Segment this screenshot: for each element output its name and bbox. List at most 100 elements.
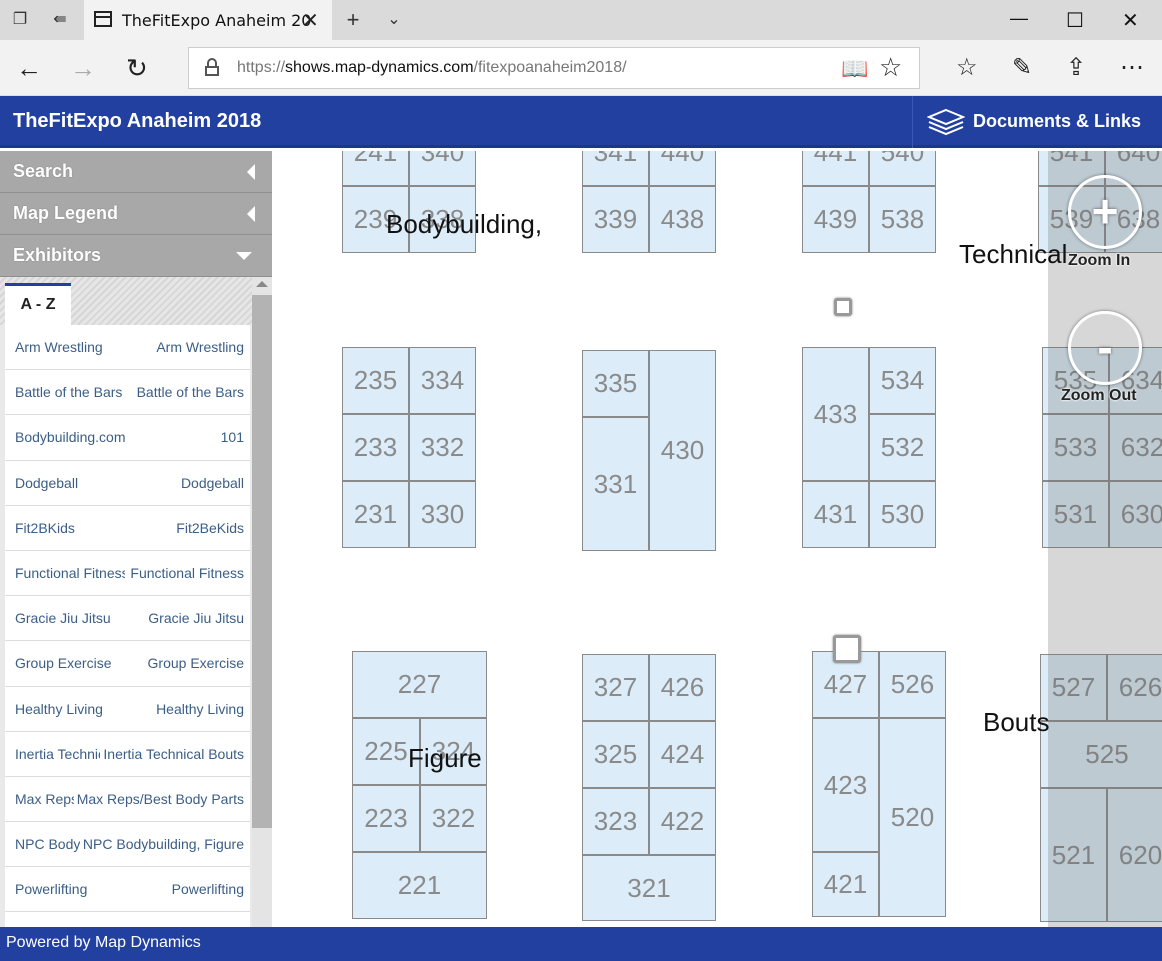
booth-223[interactable]: 223 (352, 785, 420, 852)
exhibitor-name[interactable]: Functional Fitness (15, 564, 125, 581)
share-icon[interactable]: ⇪ (1066, 54, 1087, 81)
booth-231[interactable]: 231 (342, 481, 409, 548)
map-marker[interactable] (833, 635, 861, 663)
zoom-out-button[interactable]: - (1068, 311, 1142, 385)
map-legend-panel-header[interactable]: Map Legend (0, 193, 272, 235)
scrollbar-thumb[interactable] (252, 295, 272, 828)
booth-421[interactable]: 421 (812, 852, 879, 917)
exhibitor-location[interactable]: 101 (217, 429, 244, 446)
exhibitor-list-item[interactable]: Fit2BKids Fit2BeKids (5, 505, 250, 551)
booth-520[interactable]: 520 (879, 718, 946, 917)
booth-431[interactable]: 431 (802, 481, 869, 548)
exhibitor-list-item[interactable]: Powerlifting Powerlifting (5, 867, 250, 913)
booth-227[interactable]: 227 (352, 651, 487, 718)
exhibitor-list-item[interactable]: Bodybuilding.com 101 (5, 415, 250, 461)
booth-334[interactable]: 334 (409, 347, 476, 414)
booth-233[interactable]: 233 (342, 414, 409, 481)
exhibitor-name[interactable]: Group Exercise (15, 655, 112, 672)
booth-430[interactable]: 430 (649, 350, 716, 551)
booth-626[interactable]: 626 (1107, 654, 1162, 721)
booth-433[interactable]: 433 (802, 347, 869, 481)
booth-540[interactable]: 540 (869, 151, 936, 186)
exhibitor-location[interactable]: Group Exercise (144, 655, 244, 672)
exhibitor-list-item[interactable]: Arm Wrestling Arm Wrestling (5, 325, 250, 371)
booth-323[interactable]: 323 (582, 788, 649, 855)
back-icon[interactable]: ← (16, 53, 42, 83)
booth-324[interactable]: 324 (420, 718, 487, 785)
booth-339[interactable]: 339 (582, 186, 649, 253)
booth-632[interactable]: 632 (1109, 414, 1162, 481)
exhibitor-list-item[interactable]: Battle of the Bars Battle of the Bars (5, 370, 250, 416)
booth-331[interactable]: 331 (582, 417, 649, 551)
booth-620[interactable]: 620 (1107, 788, 1162, 922)
booth-630[interactable]: 630 (1109, 481, 1162, 548)
booth-327[interactable]: 327 (582, 654, 649, 721)
booth-426[interactable]: 426 (649, 654, 716, 721)
scroll-up-icon[interactable] (256, 281, 268, 287)
exhibitor-list-item[interactable]: Functional Fitness Functional Fitness (5, 550, 250, 597)
booth-534[interactable]: 534 (869, 347, 936, 414)
address-bar[interactable]: https://shows.map-dynamics.com/fitexpoan… (188, 47, 920, 89)
search-panel-header[interactable]: Search (0, 151, 272, 193)
exhibitor-location[interactable]: Gracie Jiu Jitsu (145, 610, 244, 627)
exhibitor-location[interactable]: Dodgeball (177, 474, 244, 491)
booth-221[interactable]: 221 (352, 852, 487, 919)
map-marker[interactable] (834, 298, 852, 316)
exhibitor-name[interactable]: Dodgeball (15, 474, 79, 491)
booth-225[interactable]: 225 (352, 718, 420, 785)
booth-335[interactable]: 335 (582, 350, 649, 417)
new-tab-icon[interactable]: + (346, 7, 360, 32)
booth-338[interactable]: 338 (409, 186, 476, 253)
exhibitor-list-item[interactable]: Dodgeball Dodgeball (5, 460, 250, 506)
booth-321[interactable]: 321 (582, 855, 716, 921)
booth-541[interactable]: 541 (1038, 151, 1105, 186)
booth-235[interactable]: 235 (342, 347, 409, 414)
reading-view-icon[interactable]: 📖 (841, 56, 869, 81)
booth-438[interactable]: 438 (649, 186, 716, 253)
exhibitor-location[interactable]: Fit2BeKids (173, 519, 244, 536)
documents-links-button[interactable]: Documents & Links (912, 96, 1162, 148)
favorites-hub-icon[interactable]: ☆ (956, 54, 978, 81)
booth-439[interactable]: 439 (802, 186, 869, 253)
booth-341[interactable]: 341 (582, 151, 649, 186)
booth-538[interactable]: 538 (869, 186, 936, 253)
booth-527[interactable]: 527 (1040, 654, 1107, 721)
zoom-in-button[interactable]: + (1068, 175, 1142, 249)
booth-440[interactable]: 440 (649, 151, 716, 186)
booth-532[interactable]: 532 (869, 414, 936, 481)
booth-325[interactable]: 325 (582, 721, 649, 788)
tab-manager-icon[interactable]: ❐ (12, 11, 28, 28)
exhibitor-name[interactable]: Inertia Technical Bouts (15, 745, 125, 762)
exhibitor-list-item[interactable]: NPC Bodybuilding, FigureNPC Bodybuilding… (5, 822, 250, 868)
exhibitor-list-scrollbar[interactable] (252, 277, 272, 927)
booth-322[interactable]: 322 (420, 785, 487, 852)
close-tab-icon[interactable]: ✕ (302, 10, 319, 32)
refresh-icon[interactable]: ↻ (126, 53, 148, 83)
booth-424[interactable]: 424 (649, 721, 716, 788)
floor-map[interactable]: 241 340 239 338 341 440 339 438 441 540 … (272, 151, 1162, 927)
minimize-icon[interactable]: — (1010, 8, 1028, 28)
tab-a-z[interactable]: A - Z (5, 283, 71, 325)
booth-340[interactable]: 340 (409, 151, 476, 186)
maximize-icon[interactable]: ☐ (1066, 10, 1084, 32)
exhibitor-name[interactable]: Battle of the Bars (15, 384, 123, 401)
exhibitor-location[interactable]: Max Reps/Best Body Parts (73, 790, 244, 807)
exhibitor-location[interactable]: Healthy Living (153, 700, 244, 717)
booth-423[interactable]: 423 (812, 718, 879, 852)
exhibitor-location[interactable]: Functional Fitness (127, 564, 244, 581)
exhibitor-list-item[interactable]: Healthy Living Healthy Living (5, 686, 250, 732)
exhibitors-panel-header[interactable]: Exhibitors (0, 235, 272, 277)
exhibitor-list-item[interactable]: Group Exercise Group Exercise (5, 641, 250, 687)
booth-241[interactable]: 241 (342, 151, 409, 186)
exhibitor-list-item[interactable]: Max Reps/Best Body PartsMax Reps/Best Bo… (5, 776, 250, 823)
booth-441[interactable]: 441 (802, 151, 869, 186)
exhibitor-location[interactable]: Battle of the Bars (133, 384, 244, 401)
booth-239[interactable]: 239 (342, 186, 409, 253)
exhibitor-name[interactable]: Arm Wrestling (15, 339, 103, 355)
booth-531[interactable]: 531 (1042, 481, 1109, 548)
exhibitor-name[interactable]: Gracie Jiu Jitsu (15, 610, 111, 627)
exhibitor-location[interactable]: Inertia Technical Bouts (100, 745, 244, 762)
booth-526[interactable]: 526 (879, 651, 946, 718)
exhibitor-name[interactable]: Fit2BKids (15, 519, 75, 536)
exhibitor-location[interactable]: Powerlifting (168, 881, 244, 898)
